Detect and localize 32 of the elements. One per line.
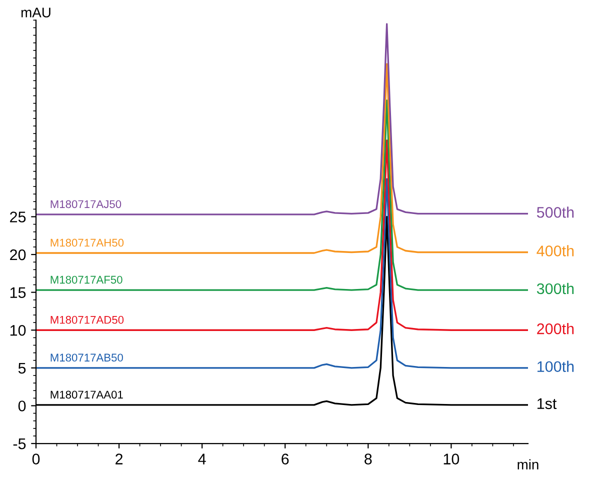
series-label: 100th xyxy=(538,360,574,372)
x-axis-title: min xyxy=(518,459,538,470)
y-tick-label: 15 xyxy=(10,287,26,298)
y-tick-label: 5 xyxy=(18,362,26,374)
series-label: 200th xyxy=(537,323,574,334)
line-series xyxy=(36,63,528,254)
annotation: M180717AJ50 xyxy=(50,200,122,208)
y-tick-label: 20 xyxy=(10,249,26,260)
x-tick-label: 10 xyxy=(444,454,460,464)
y-tick-label: 25 xyxy=(10,212,26,222)
annotation: M180717AA01 xyxy=(50,390,123,399)
annotation: M180717AF50 xyxy=(50,276,122,284)
line-series xyxy=(36,23,528,216)
annotation: M180717AH50 xyxy=(50,238,124,247)
line-series xyxy=(36,99,528,291)
x-tick-label: 4 xyxy=(198,454,206,464)
series-label: 1st xyxy=(538,398,557,410)
series-label: 300th xyxy=(536,282,574,294)
line-series xyxy=(36,178,528,369)
x-tick-label: 2 xyxy=(116,454,123,464)
y-tick-label: 10 xyxy=(10,324,26,336)
annotation: M180717AB50 xyxy=(50,354,123,362)
series-label: 400th xyxy=(536,245,574,256)
x-tick-label: 0 xyxy=(32,454,40,464)
y-tick-label: -5 xyxy=(13,438,26,450)
x-tick-label: 6 xyxy=(282,454,289,464)
series-label: 500th xyxy=(536,206,574,218)
y-tick-label: 0 xyxy=(18,400,26,412)
line-series xyxy=(36,140,528,331)
x-tick-label: 8 xyxy=(364,454,372,464)
y-axis-title: mAU xyxy=(21,8,50,18)
annotation: M180717AD50 xyxy=(50,316,124,324)
